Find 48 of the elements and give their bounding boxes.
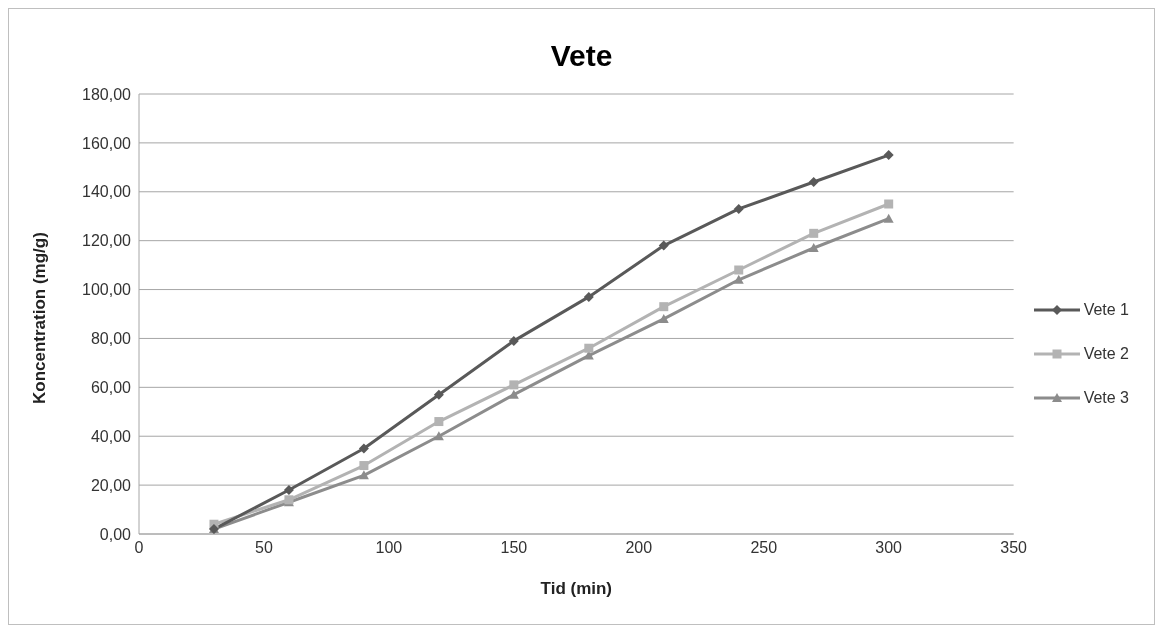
y-tick-label: 140,00 — [82, 183, 132, 201]
x-tick-label: 350 — [1000, 539, 1028, 557]
point — [884, 199, 894, 209]
point — [583, 291, 594, 302]
point — [358, 443, 369, 454]
point — [508, 389, 519, 399]
point — [434, 417, 444, 427]
x-axis-title: Tid (min) — [540, 579, 613, 598]
y-tick-label: 0,00 — [99, 525, 132, 543]
point — [584, 343, 594, 353]
point — [433, 431, 444, 441]
point — [433, 389, 444, 400]
chart-title: Vete — [549, 39, 614, 74]
point — [658, 313, 669, 323]
x-tick-label: 0 — [134, 539, 144, 557]
legend-label: Vete 2 — [1083, 345, 1129, 363]
y-tick-label: 80,00 — [90, 330, 132, 348]
legend-label: Vete 3 — [1083, 389, 1129, 407]
point — [734, 265, 744, 275]
y-tick-label: 60,00 — [90, 379, 132, 397]
x-tick-label: 200 — [625, 539, 653, 557]
x-tick-label: 250 — [750, 539, 778, 557]
legend-label: Vete 1 — [1083, 301, 1129, 319]
point — [658, 240, 669, 251]
y-tick-label: 160,00 — [82, 134, 132, 152]
point — [283, 485, 294, 495]
point — [808, 243, 819, 252]
point — [509, 380, 519, 390]
point — [508, 335, 519, 346]
point — [809, 228, 819, 238]
y-tick-label: 180,00 — [82, 85, 132, 103]
y-axis-title: Koncentration (mg/g) — [30, 232, 50, 404]
y-tick-label: 100,00 — [82, 281, 132, 299]
point — [358, 470, 369, 480]
point — [808, 177, 819, 187]
point — [883, 213, 894, 223]
x-tick-label: 100 — [375, 539, 403, 557]
y-tick-label: 120,00 — [82, 232, 132, 250]
y-tick-label: 40,00 — [90, 427, 132, 445]
point — [359, 461, 369, 471]
x-tick-label: 300 — [875, 539, 903, 557]
x-tick-label: 50 — [255, 539, 273, 557]
point — [883, 150, 894, 161]
point — [733, 274, 744, 284]
point — [733, 203, 744, 214]
y-tick-label: 20,00 — [90, 476, 132, 494]
x-tick-label: 150 — [500, 539, 528, 557]
point — [659, 302, 669, 312]
